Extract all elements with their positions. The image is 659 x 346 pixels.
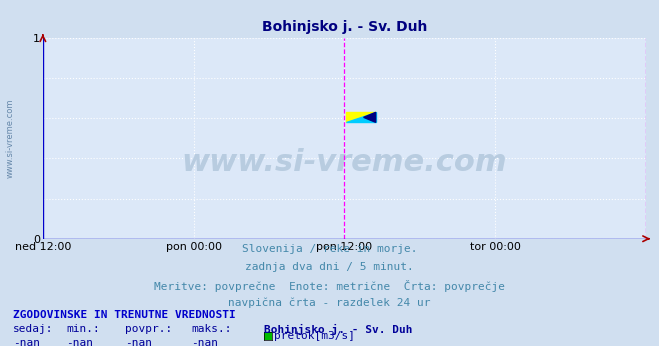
- Text: -nan: -nan: [13, 338, 40, 346]
- Text: pretok[m3/s]: pretok[m3/s]: [274, 331, 355, 341]
- Text: ZGODOVINSKE IN TRENUTNE VREDNOSTI: ZGODOVINSKE IN TRENUTNE VREDNOSTI: [13, 310, 236, 320]
- Polygon shape: [345, 112, 376, 122]
- Text: sedaj:: sedaj:: [13, 324, 53, 334]
- Text: povpr.:: povpr.:: [125, 324, 173, 334]
- Text: Bohinjsko j. - Sv. Duh: Bohinjsko j. - Sv. Duh: [264, 324, 412, 335]
- Text: min.:: min.:: [66, 324, 100, 334]
- Text: www.si-vreme.com: www.si-vreme.com: [5, 99, 14, 178]
- Text: navpična črta - razdelek 24 ur: navpična črta - razdelek 24 ur: [228, 298, 431, 308]
- Text: -nan: -nan: [125, 338, 152, 346]
- Polygon shape: [364, 112, 376, 122]
- Text: Meritve: povprečne  Enote: metrične  Črta: povprečje: Meritve: povprečne Enote: metrične Črta:…: [154, 280, 505, 292]
- Polygon shape: [345, 112, 376, 122]
- Text: www.si-vreme.com: www.si-vreme.com: [181, 148, 507, 177]
- Title: Bohinjsko j. - Sv. Duh: Bohinjsko j. - Sv. Duh: [262, 20, 427, 34]
- Text: Slovenija / reke in morje.: Slovenija / reke in morje.: [242, 244, 417, 254]
- Text: -nan: -nan: [191, 338, 218, 346]
- Text: maks.:: maks.:: [191, 324, 231, 334]
- Text: zadnja dva dni / 5 minut.: zadnja dva dni / 5 minut.: [245, 262, 414, 272]
- Text: -nan: -nan: [66, 338, 93, 346]
